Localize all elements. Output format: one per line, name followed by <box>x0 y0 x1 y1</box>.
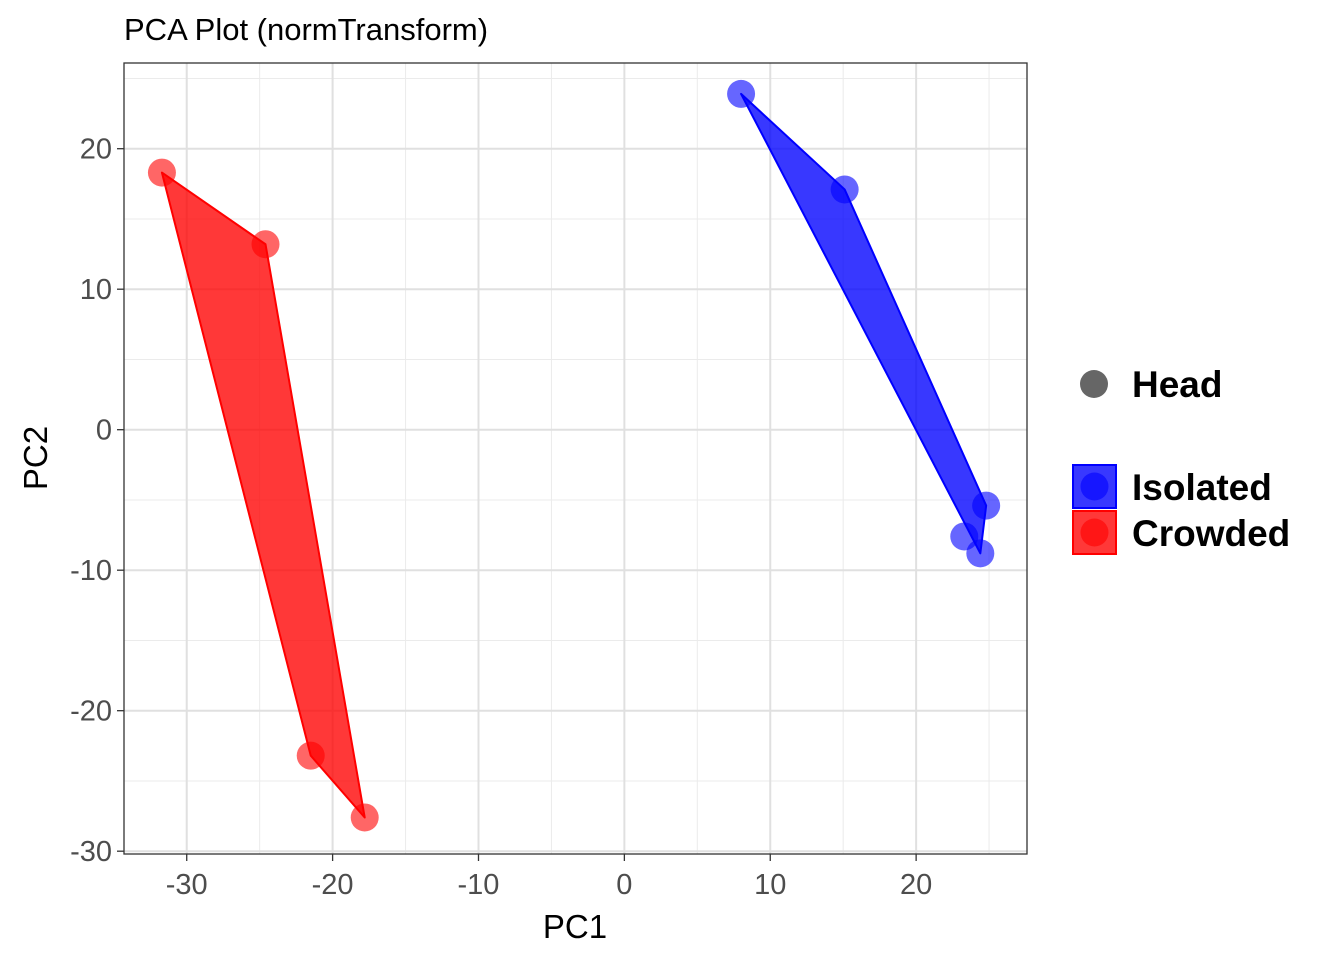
x-tick-label: 0 <box>616 869 632 901</box>
point-crowded <box>147 158 176 187</box>
legend-key-point-crowded <box>1080 518 1109 547</box>
shape-legend-label: Head <box>1132 364 1222 405</box>
y-tick-label: 10 <box>80 274 112 306</box>
legend-label-isolated: Isolated <box>1132 467 1272 508</box>
x-tick-label: 10 <box>754 869 786 901</box>
chart-title: PCA Plot (normTransform) <box>124 12 488 47</box>
panel-border <box>123 62 1028 855</box>
point-crowded <box>296 741 325 770</box>
x-axis-title: PC1 <box>543 908 607 945</box>
hull-crowded <box>160 171 366 819</box>
point-isolated <box>966 539 995 568</box>
data-points <box>147 79 1001 832</box>
y-axis-title: PC2 <box>17 426 54 490</box>
point-isolated <box>830 175 859 204</box>
point-isolated <box>972 491 1001 520</box>
point-isolated <box>727 79 756 108</box>
hull-isolated <box>740 92 988 555</box>
point-crowded <box>251 230 280 259</box>
point-crowded <box>350 803 379 832</box>
legend-key-point-isolated <box>1080 472 1109 501</box>
y-tick-label: -20 <box>70 696 112 728</box>
x-tick-label: -10 <box>458 869 500 901</box>
x-tick-label: -20 <box>312 869 354 901</box>
color-legend: Isolated Crowded <box>1072 464 1290 555</box>
legend: Head Isolated Crowded <box>1072 364 1290 555</box>
hull-polygons <box>160 92 988 819</box>
y-tick-label: 0 <box>96 415 112 447</box>
y-tick-label: 20 <box>80 134 112 166</box>
x-tick-label: -30 <box>166 869 208 901</box>
shape-legend-key <box>1080 370 1108 398</box>
y-tick-label: -10 <box>70 555 112 587</box>
y-tick-label: -30 <box>70 836 112 868</box>
x-tick-label: 20 <box>900 869 932 901</box>
axes: -30 -20 -10 0 10 20 -30 -20 -10 0 10 20 <box>70 134 932 901</box>
legend-label-crowded: Crowded <box>1132 513 1290 554</box>
